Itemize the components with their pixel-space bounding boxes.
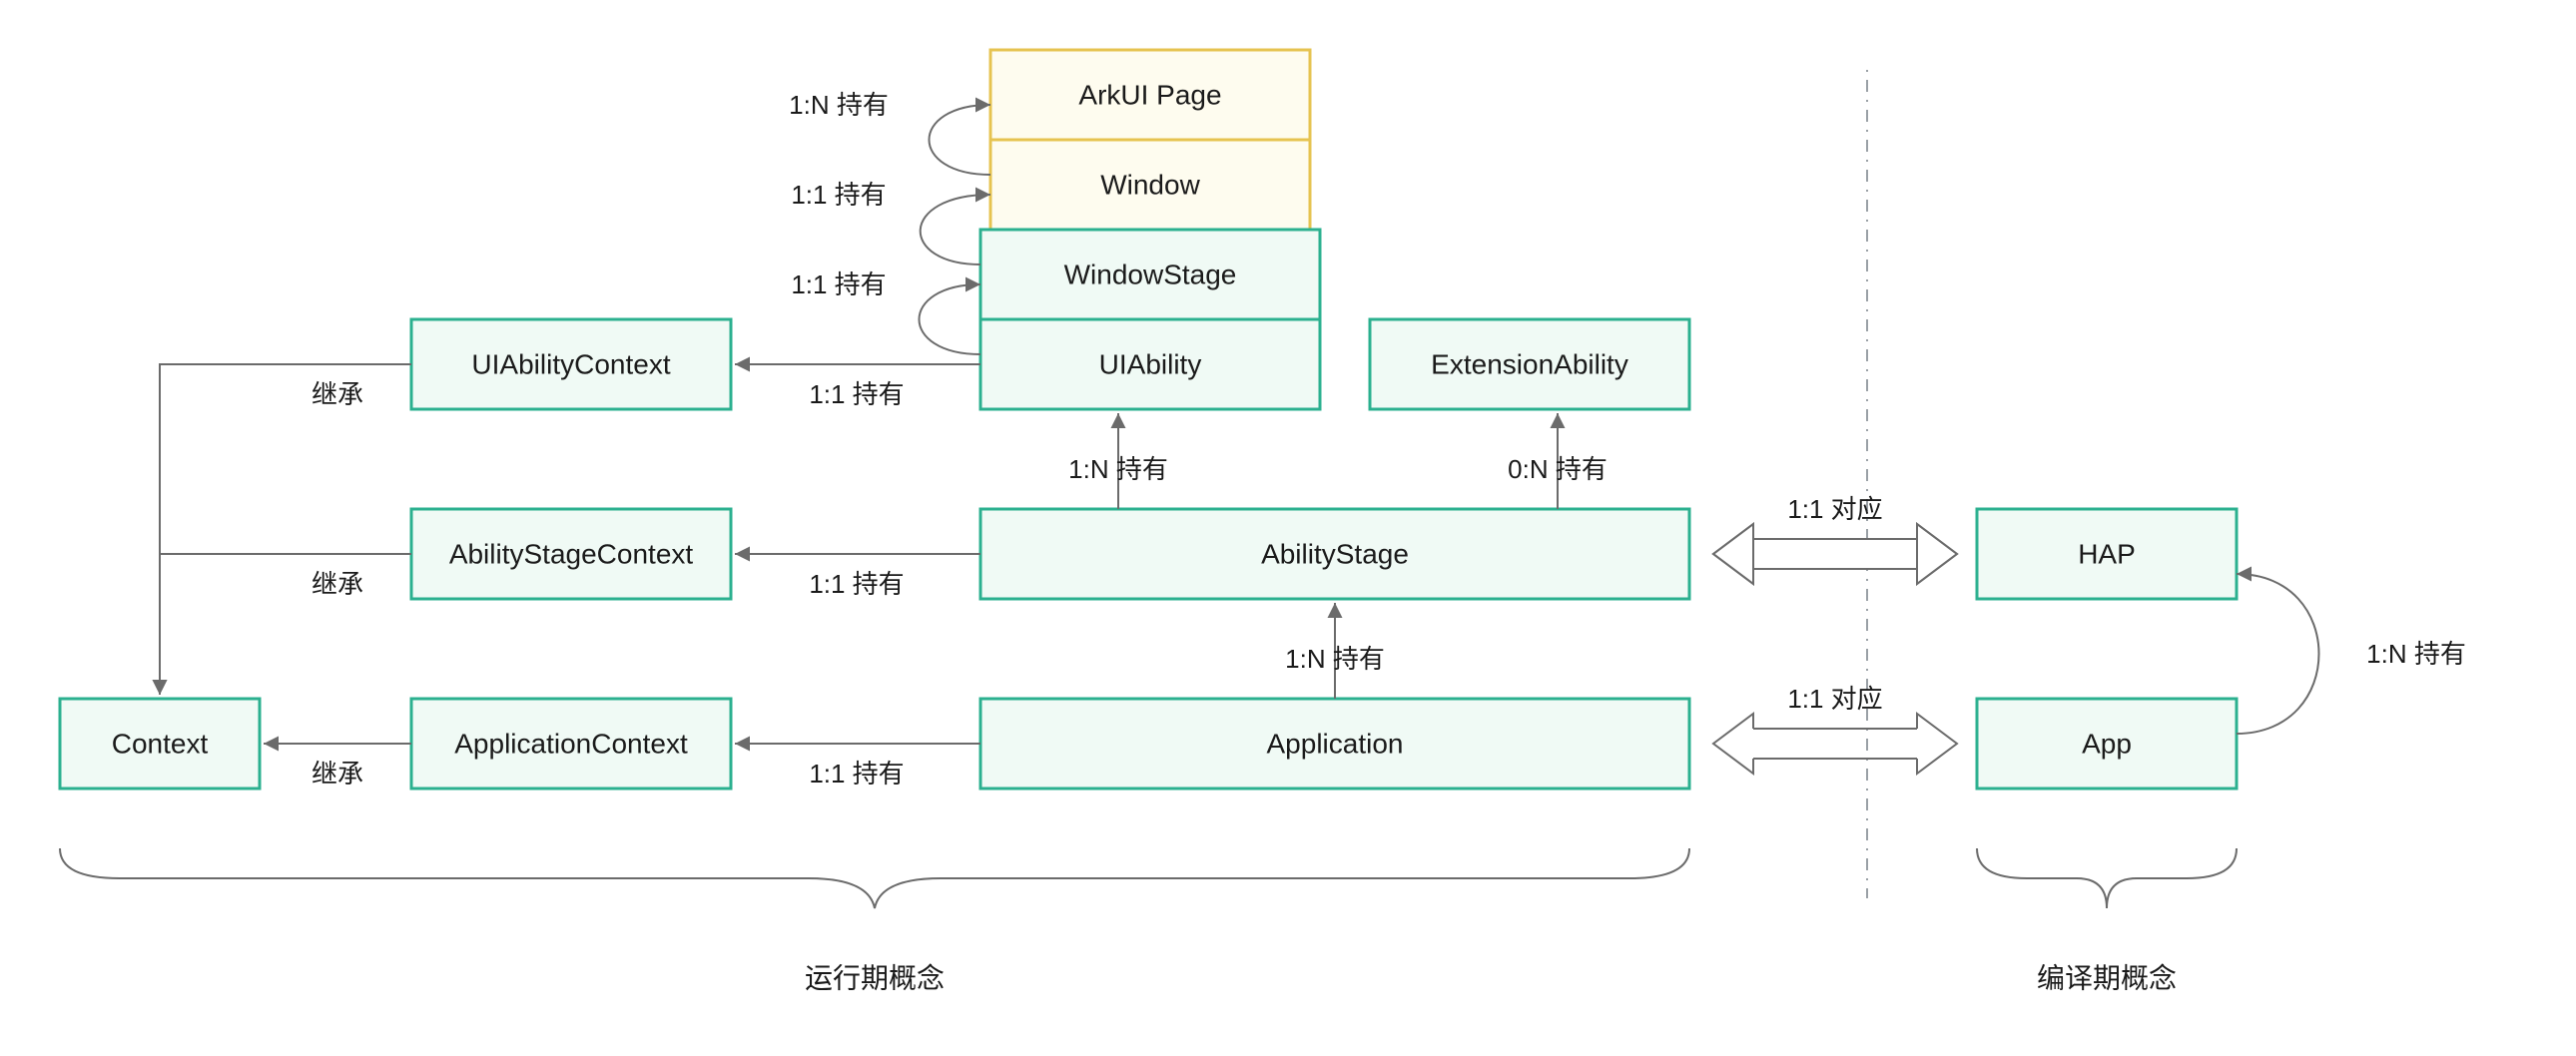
arc-app-hap: [2237, 574, 2319, 734]
label-arc-winstage-window: 1:1 持有: [791, 180, 886, 210]
node-label-appctx: ApplicationContext: [454, 729, 688, 760]
caption-runtime: 运行期概念: [805, 963, 945, 994]
node-label-app: App: [2082, 729, 2132, 760]
diagram-canvas: ArkUI Page Window WindowStage UIAbility Exte…: [0, 0, 2576, 1056]
label-appctx-context: 继承: [312, 759, 363, 789]
label-uiactx-context: 继承: [312, 379, 363, 409]
brace-runtime: [60, 848, 1689, 908]
node-label-stagectx: AbilityStageContext: [449, 539, 694, 570]
label-stage-extability: 0:N 持有: [1508, 454, 1608, 484]
label-uiability-uiactx: 1:1 持有: [809, 379, 904, 409]
node-label-uiactx: UIAbilityContext: [471, 349, 670, 380]
label-arc-window-arkui: 1:N 持有: [789, 90, 889, 120]
label-app-stage: 1:N 持有: [1285, 644, 1385, 674]
label-stage-uiability: 1:N 持有: [1068, 454, 1168, 484]
node-label-application: Application: [1267, 729, 1404, 760]
nodes-group: ArkUI Page Window WindowStage UIAbility Exte…: [60, 50, 2237, 789]
node-label-winstage: WindowStage: [1064, 260, 1237, 290]
double-arrow-app-app: [1713, 714, 1957, 774]
arc-window-arkui: [930, 105, 991, 175]
node-label-abilitystage: AbilityStage: [1261, 539, 1409, 570]
label-stage-stagectx: 1:1 持有: [809, 569, 904, 599]
caption-compile: 编译期概念: [2037, 963, 2177, 994]
node-label-window: Window: [1100, 170, 1200, 201]
label-arc-uiability-winstage: 1:1 持有: [791, 269, 886, 299]
node-label-context: Context: [112, 729, 209, 760]
arrow-stagectx-context: [160, 554, 411, 695]
arrow-uiactx-context: [160, 364, 411, 695]
double-arrow-stage-hap: [1713, 524, 1957, 584]
label-corr-stage-hap: 1:1 对应: [1787, 494, 1882, 524]
label-app-appctx: 1:1 持有: [809, 759, 904, 789]
node-label-extability: ExtensionAbility: [1431, 349, 1628, 380]
label-stagectx-context: 继承: [312, 569, 363, 599]
node-label-hap: HAP: [2078, 539, 2136, 570]
label-arc-app-hap: 1:N 持有: [2366, 639, 2466, 669]
brace-compile: [1977, 848, 2237, 908]
node-label-arkui: ArkUI Page: [1078, 80, 1221, 111]
arc-uiability-winstage: [920, 284, 981, 354]
label-corr-app-app: 1:1 对应: [1787, 684, 1882, 714]
node-label-uiability: UIAbility: [1099, 349, 1202, 380]
